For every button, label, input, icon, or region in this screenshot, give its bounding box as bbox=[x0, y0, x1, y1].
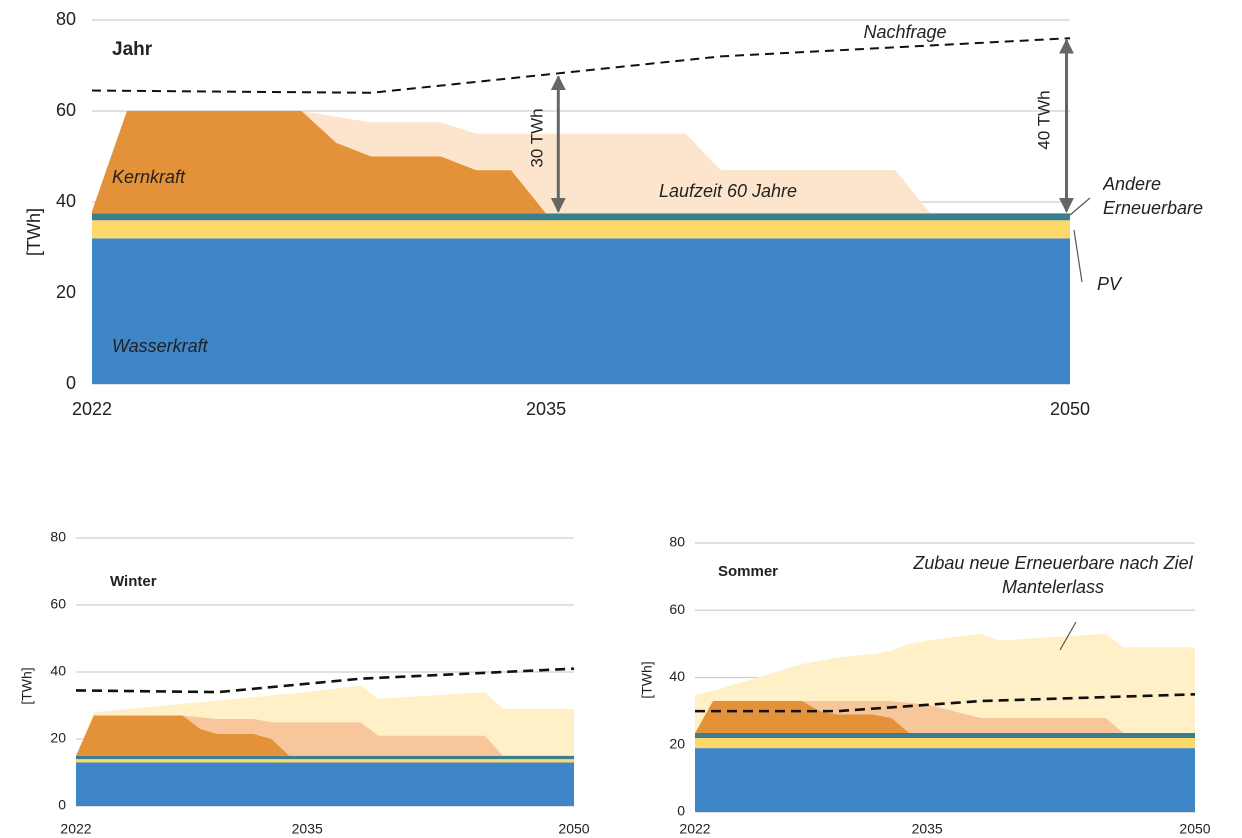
area bbox=[92, 111, 1070, 214]
y-tick-label: 40 bbox=[669, 668, 685, 684]
panel-title: Jahr bbox=[112, 39, 153, 60]
area bbox=[695, 633, 1195, 733]
annotation: 30 TWh bbox=[527, 108, 546, 167]
y-tick-label: 0 bbox=[677, 803, 685, 819]
area bbox=[76, 715, 574, 756]
series-label: Wasserkraft bbox=[112, 336, 209, 356]
x-tick-label: 2050 bbox=[1050, 399, 1090, 419]
area bbox=[695, 732, 1195, 739]
x-tick-label: 2050 bbox=[558, 821, 589, 837]
y-tick-label: 20 bbox=[50, 730, 66, 746]
series-label: Kernkraft bbox=[112, 167, 186, 187]
x-tick-label: 2022 bbox=[72, 399, 112, 419]
area bbox=[76, 759, 574, 763]
y-tick-label: 40 bbox=[50, 663, 66, 679]
y-tick-label: 0 bbox=[58, 797, 66, 813]
y-tick-label: 80 bbox=[56, 9, 76, 29]
leader-line bbox=[1059, 621, 1077, 651]
annotation: 40 TWh bbox=[1034, 90, 1053, 149]
y-tick-label: 40 bbox=[56, 191, 76, 211]
demand-line bbox=[75, 667, 575, 694]
leader-line bbox=[1069, 197, 1091, 216]
y-tick-label: 20 bbox=[669, 735, 685, 751]
area bbox=[695, 738, 1195, 749]
x-tick-label: 2050 bbox=[1179, 821, 1210, 837]
x-tick-label: 2035 bbox=[526, 399, 566, 419]
label-box: Zubau neue Erneuerbare nach Ziel Mantele… bbox=[913, 553, 1193, 598]
label-box: Andere Erneuerbare bbox=[1103, 174, 1204, 219]
area bbox=[92, 111, 1070, 214]
y-axis-label: [TWh] bbox=[19, 667, 35, 704]
series-label: Nachfrage bbox=[863, 22, 946, 42]
series-label: Andere Erneuerbare bbox=[1103, 174, 1204, 219]
area bbox=[76, 762, 574, 806]
demand-line bbox=[91, 37, 1071, 94]
y-tick-label: 60 bbox=[56, 100, 76, 120]
area bbox=[92, 220, 1070, 239]
y-axis-label: [TWh] bbox=[639, 661, 655, 698]
area bbox=[92, 238, 1070, 384]
y-tick-label: 60 bbox=[669, 601, 685, 617]
area bbox=[76, 715, 574, 756]
area bbox=[76, 755, 574, 760]
series-label: PV bbox=[1097, 274, 1123, 294]
demand-line bbox=[695, 693, 1196, 713]
x-tick-label: 2022 bbox=[60, 821, 91, 837]
y-tick-label: 80 bbox=[50, 529, 66, 545]
y-tick-label: 0 bbox=[66, 373, 76, 393]
x-tick-label: 2022 bbox=[679, 821, 710, 837]
area bbox=[695, 748, 1195, 812]
area bbox=[695, 701, 1195, 733]
y-tick-label: 60 bbox=[50, 596, 66, 612]
y-tick-label: 80 bbox=[669, 534, 685, 550]
area bbox=[695, 701, 1195, 733]
x-tick-label: 2035 bbox=[912, 821, 943, 837]
series-label: Zubau neue Erneuerbare nach Ziel Mantele… bbox=[913, 553, 1193, 598]
area bbox=[76, 685, 574, 756]
y-axis-label: [TWh] bbox=[24, 208, 44, 256]
leader-line bbox=[1073, 229, 1083, 283]
panel-title: Winter bbox=[110, 573, 157, 590]
y-tick-label: 20 bbox=[56, 282, 76, 302]
area bbox=[92, 213, 1070, 221]
series-label: Laufzeit 60 Jahre bbox=[659, 181, 797, 201]
panel-title: Sommer bbox=[718, 563, 778, 580]
x-tick-label: 2035 bbox=[292, 821, 323, 837]
